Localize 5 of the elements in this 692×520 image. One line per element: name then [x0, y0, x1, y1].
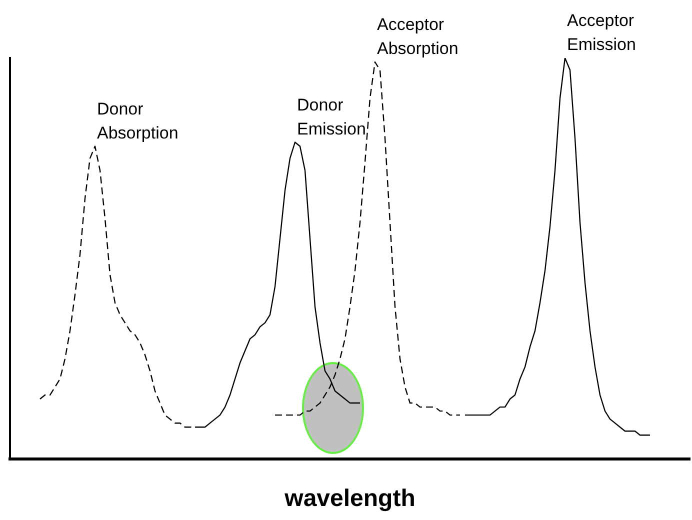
series-label: Acceptor Emission: [567, 11, 636, 54]
series-label: Acceptor Absorption: [377, 15, 458, 58]
series-label: Donor Absorption: [97, 99, 178, 142]
series-label: Donor Emission: [297, 95, 366, 138]
x-axis-title: wavelength: [284, 485, 416, 512]
